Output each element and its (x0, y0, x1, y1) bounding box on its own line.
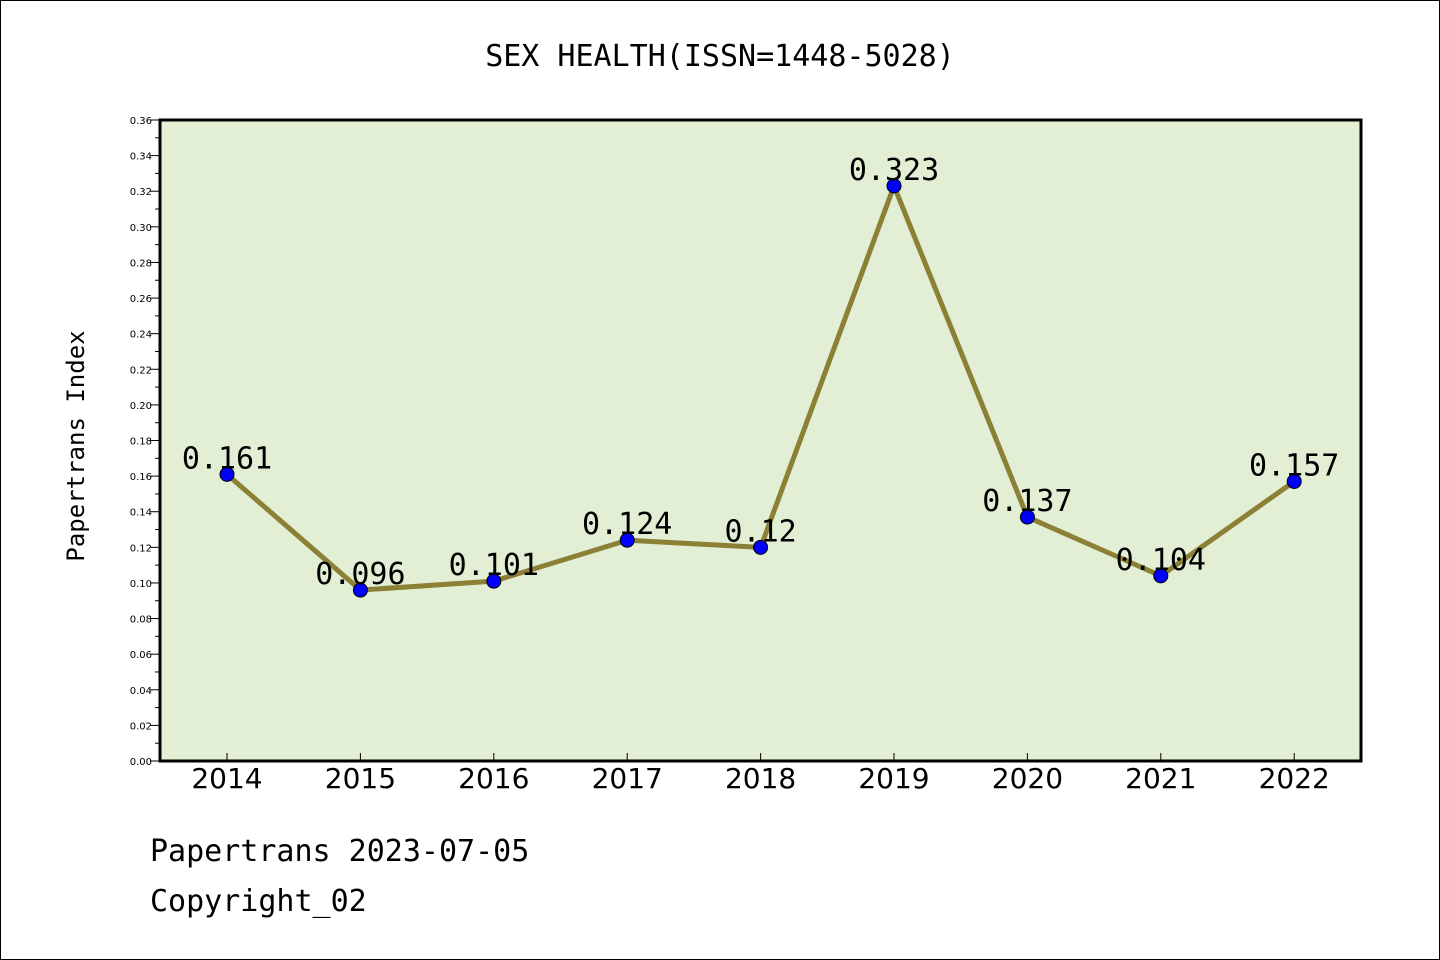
data-label: 0.101 (449, 548, 539, 583)
footer-date: Papertrans 2023-07-05 (150, 834, 530, 869)
data-point (1019, 509, 1035, 525)
data-label: 0.124 (582, 507, 672, 542)
data-label: 0.137 (982, 484, 1072, 519)
data-point (619, 532, 635, 548)
data-point (753, 539, 769, 555)
y-tick-label: 0.34 (130, 152, 152, 163)
x-tick-label: 2017 (592, 762, 663, 795)
y-tick-label: 0.26 (130, 294, 152, 305)
x-tick-label: 2018 (725, 762, 796, 795)
y-tick-label: 0.22 (130, 365, 152, 376)
plot-area (158, 118, 1363, 763)
y-tick-label: 0.12 (130, 543, 152, 554)
data-label: 0.104 (1116, 543, 1206, 578)
x-axis: 2014 2015 2016 2017 2018 2019 2020 2021 2022 (191, 753, 1330, 795)
data-point (886, 178, 902, 194)
y-tick-label: 0.06 (130, 650, 152, 661)
y-tick-label: 0.20 (130, 401, 152, 412)
x-tick-label: 2019 (858, 762, 929, 795)
y-tick-label: 0.04 (130, 686, 152, 697)
y-tick-label: 0.00 (130, 757, 152, 768)
y-tick-label: 0.28 (130, 258, 152, 269)
y-tick-label: 0.30 (130, 223, 152, 234)
x-tick-label: 2022 (1259, 762, 1330, 795)
y-tick-label: 0.02 (130, 721, 152, 732)
data-points (219, 178, 1302, 598)
x-tick-label: 2020 (992, 762, 1063, 795)
chart-title: SEX HEALTH(ISSN=1448-5028) (485, 39, 955, 74)
y-tick-label: 0.24 (130, 330, 152, 341)
y-axis-label: Papertrans Index (62, 330, 90, 561)
y-axis: 0.00 0.02 0.04 0.06 0.08 0.10 0.12 0.14 0.16 0.18… (130, 116, 160, 768)
data-label: 0.096 (315, 557, 405, 592)
data-label: 0.323 (849, 153, 939, 188)
data-label: 0.12 (724, 514, 796, 549)
x-tick-label: 2016 (458, 762, 529, 795)
data-labels: 0.161 0.096 0.101 0.124 0.12 0.323 0.137 0.104 0… (182, 153, 1340, 592)
y-tick-label: 0.16 (130, 472, 152, 483)
y-tick-label: 0.36 (130, 116, 152, 127)
y-tick-label: 0.18 (130, 437, 152, 448)
x-tick-label: 2015 (325, 762, 396, 795)
data-point (352, 582, 368, 598)
data-point (1286, 473, 1302, 489)
y-tick-label: 0.10 (130, 579, 152, 590)
data-label: 0.157 (1249, 448, 1339, 483)
data-point (486, 573, 502, 589)
data-point (1153, 568, 1169, 584)
x-tick-label: 2021 (1125, 762, 1196, 795)
footer-copyright: Copyright_02 (150, 884, 367, 919)
y-tick-label: 0.14 (130, 508, 152, 519)
x-tick-label: 2014 (191, 762, 262, 795)
data-point (219, 466, 235, 482)
y-tick-label: 0.32 (130, 187, 152, 198)
y-tick-label: 0.08 (130, 615, 152, 626)
data-label: 0.161 (182, 441, 272, 476)
